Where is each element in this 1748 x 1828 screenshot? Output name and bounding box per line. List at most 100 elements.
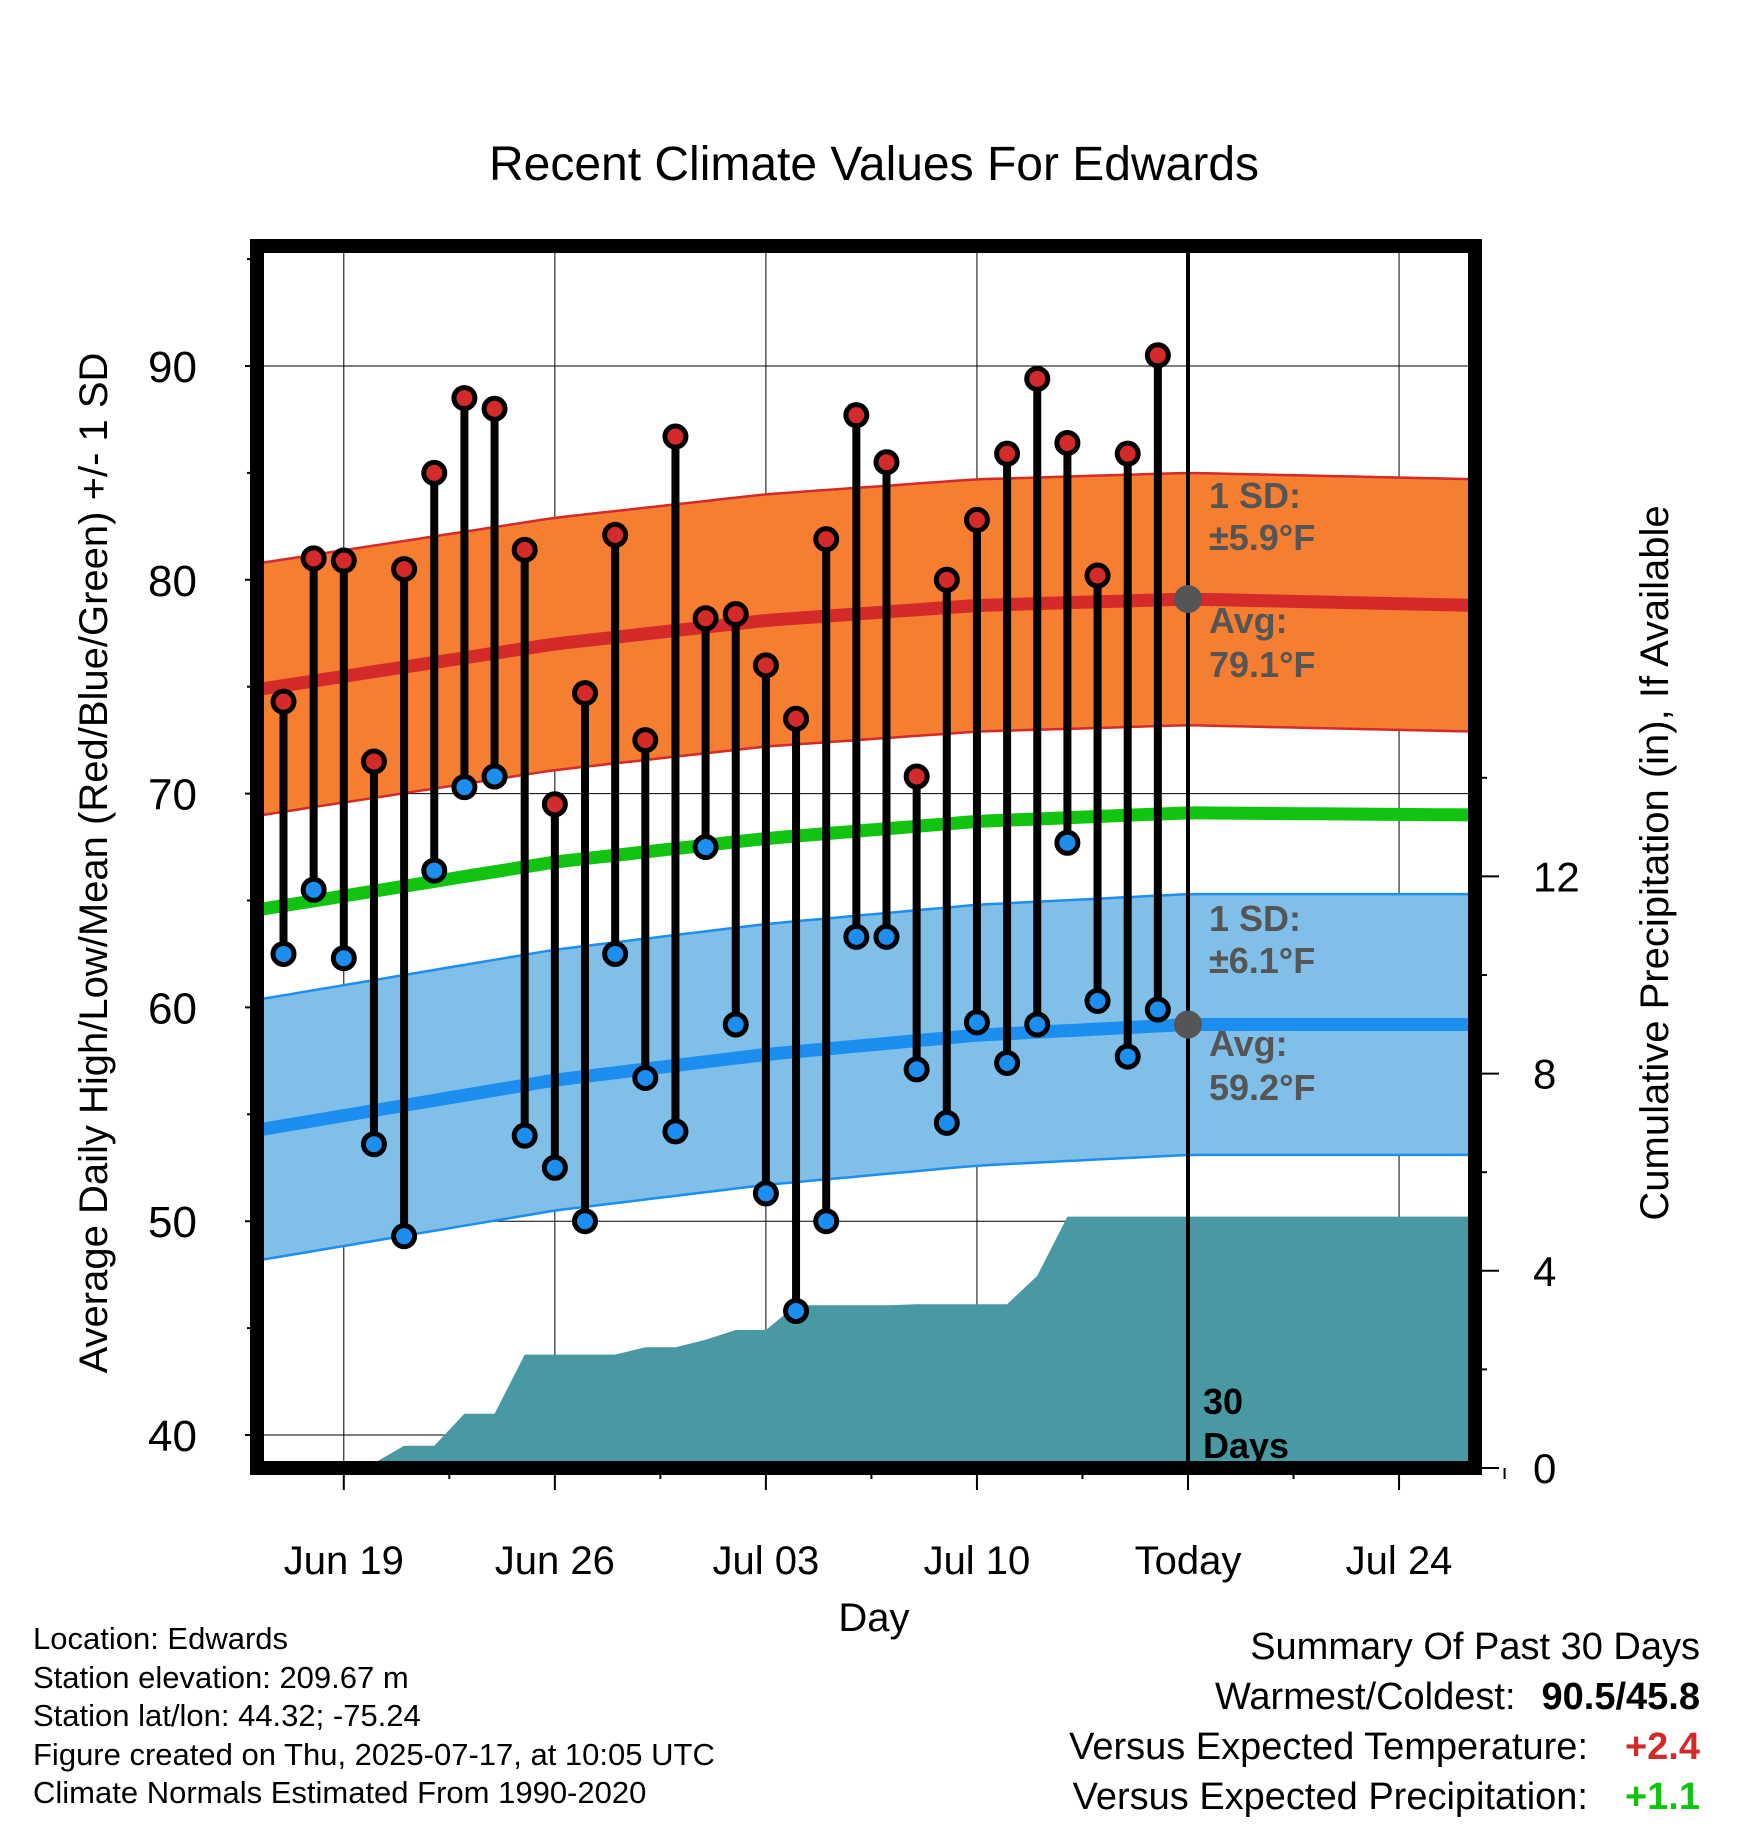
normals-text: Climate Normals Estimated From 1990-2020 [33,1775,647,1810]
today-marker [1174,246,1202,1468]
precip-value: +1.1 [1624,1776,1700,1818]
daily-high-marker [451,385,478,412]
window-unit: Days [1203,1425,1289,1466]
x-axis-label: Day [838,1596,909,1640]
warmest-label: Warmest/Coldest: [1214,1676,1516,1718]
daily-low-marker [752,1180,779,1207]
daily-high-marker [421,459,448,486]
precip-area [358,1216,1478,1468]
daily-low-marker [300,876,327,903]
y2-axis-label: Cumulative Precipitation (in), If Availa… [1633,505,1677,1220]
daily-low-marker [1114,1043,1141,1070]
daily-low-marker [511,1122,538,1149]
normal-low-line [261,1018,1478,1136]
daily-low-marker [451,774,478,801]
temp-value: +2.4 [1624,1726,1700,1768]
daily-high-marker [1054,429,1081,456]
daily-low-marker [994,1049,1021,1076]
daily-low-marker [813,1208,840,1235]
daily-high-marker [933,566,960,593]
summary-precip-row: Versus Expected Precipitation: +1.1 [1069,1772,1700,1822]
daily-high-marker [692,605,719,632]
daily-high-marker [391,556,418,583]
plot-border [250,239,1482,1475]
summary-panel: Summary Of Past 30 Days Warmest/Coldest:… [1069,1622,1700,1822]
high-sd-band [262,473,1478,815]
daily-low-marker [1024,1011,1051,1038]
daily-high-marker [602,521,629,548]
annotations: 1 SD: ±5.9°F Avg: 79.1°F 1 SD: ±6.1°F Av… [1203,475,1315,1466]
y-tick-label: 80 [148,557,197,606]
precipitation-area [358,1216,1478,1468]
low-avg-dot [1174,1010,1202,1039]
x-tick-label: Jun 26 [495,1539,615,1583]
x-tick-label: Jun 19 [284,1539,404,1583]
plot-frame [250,239,1482,1475]
daily-low-marker [1084,987,1111,1014]
daily-low-marker [330,945,357,972]
daily-low-marker [572,1208,598,1235]
summary-temp-row: Versus Expected Temperature: +2.4 [1069,1722,1700,1772]
daily-high-marker [300,545,327,572]
high-avg-dot [1174,585,1202,614]
daily-high-marker [481,395,508,422]
daily-high-marker [843,402,870,429]
chart-title: Recent Climate Values For Edwards [489,138,1259,191]
warmest-value: 90.5/45.8 [1541,1676,1700,1718]
daily-low-marker [692,834,719,861]
daily-low-marker [270,940,297,967]
daily-low-marker [602,940,629,967]
daily-high-marker [511,536,538,563]
daily-low-marker [541,1154,568,1181]
daily-high-marker [632,727,659,754]
daily-low-marker [873,923,900,950]
x-tick-label: Jul 03 [713,1539,820,1583]
precip-label: Versus Expected Precipitation: [1072,1776,1588,1818]
high-sd-value: ±5.9°F [1209,517,1315,558]
daily-high-marker [541,791,568,818]
daily-high-marker [1084,562,1111,589]
daily-low-marker [722,1011,749,1038]
low-sd-label: 1 SD: [1209,898,1301,939]
y-tick-label: 40 [148,1412,197,1461]
low-sd-band-upper-edge [262,892,1478,1001]
daily-high-marker [873,449,900,476]
high-avg-value: 79.1°F [1209,644,1315,685]
created-text: Figure created on Thu, 2025-07-17, at 10… [33,1736,715,1772]
daily-low-marker [481,763,508,790]
y-axis-label: Average Daily High/Low/Mean (Red/Blue/Gr… [72,353,116,1374]
y-tick-label: 90 [148,343,197,392]
temp-label: Versus Expected Temperature: [1069,1726,1588,1768]
daily-high-marker [722,601,749,628]
daily-high-marker [662,423,689,450]
low-avg-label: Avg: [1209,1023,1288,1064]
window-number: 30 [1203,1381,1243,1422]
daily-high-marker [903,763,930,790]
low-sd-band-lower-edge [262,1153,1478,1261]
low-sd-value: ±6.1°F [1209,940,1315,981]
x-tick-label: Jul 10 [924,1539,1031,1583]
daily-low-marker [360,1131,387,1158]
daily-low-marker [933,1109,960,1136]
latlon-text: Station lat/lon: 44.32; -75.24 [33,1698,421,1733]
y2-tick-label: 4 [1533,1248,1556,1295]
axis-ticks: 40 50 60 70 80 90 0 4 8 12 Jun 19 Jun 26 Jul 03 Jul 1… [148,258,1580,1583]
y2-tick-label: 0 [1533,1445,1556,1492]
daily-low-marker [903,1056,930,1083]
daily-high-marker [572,680,598,707]
low-avg-value: 59.2°F [1209,1067,1315,1108]
y-tick-label: 70 [148,771,197,820]
normal-mean-line [261,806,1478,916]
location-text: Location: Edwards [33,1621,289,1656]
x-tick-label: Today [1135,1539,1242,1583]
daily-high-marker [1144,342,1171,369]
daily-low-marker [632,1064,659,1091]
daily-high-marker [813,526,840,553]
x-tick-label: Jul 24 [1346,1539,1453,1583]
daily-low-marker [963,1009,990,1036]
station-info: Location: Edwards Station elevation: 209… [33,1620,715,1813]
y-tick-label: 60 [148,984,197,1033]
y2-tick-label: 12 [1533,853,1580,900]
daily-high-marker [360,748,387,775]
